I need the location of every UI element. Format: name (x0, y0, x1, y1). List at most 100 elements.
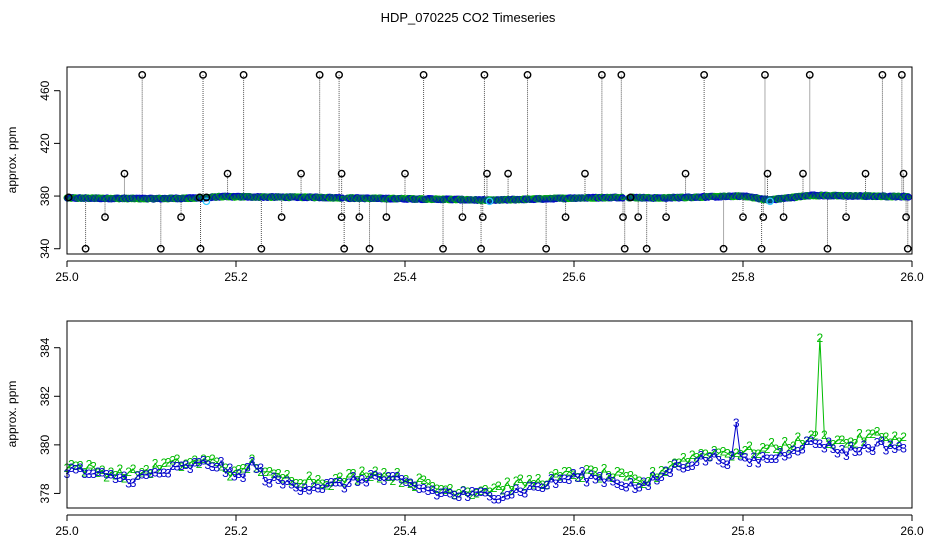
bottom-series-blue-marker: 3 (460, 484, 467, 498)
bottom-series-blue-marker: 3 (843, 449, 850, 463)
bottom-series-blue-marker: 3 (759, 449, 766, 463)
bottom-series-green-marker: 2 (680, 451, 687, 465)
top-x-tick-label: 25.4 (393, 270, 417, 284)
bottom-series-green-marker: 2 (121, 472, 128, 486)
bottom-series-blue-marker: 3 (751, 450, 758, 464)
bottom-series-blue-marker: 3 (592, 473, 599, 487)
bottom-series-blue-marker: 3 (693, 455, 700, 469)
bottom-series-green-marker: 2 (94, 466, 101, 480)
bottom-series-blue-marker: 3 (526, 479, 533, 493)
bottom-series-blue-marker: 3 (469, 484, 476, 498)
bottom-series-blue-marker: 3 (588, 468, 595, 482)
top-outlier-point (355, 213, 364, 222)
top-y-tick-label: 380 (38, 186, 52, 206)
top-x-tick-label: 25.0 (55, 270, 79, 284)
bottom-series-blue-marker: 3 (315, 482, 322, 496)
bottom-series-blue-marker: 3 (218, 455, 225, 469)
bottom-series-blue-marker: 3 (231, 470, 238, 484)
bottom-series-blue-marker: 3 (808, 434, 815, 448)
bottom-series-green-marker: 2 (698, 446, 705, 460)
top-x-tick-label: 25.6 (562, 270, 586, 284)
bottom-series-green-marker: 2 (799, 437, 806, 451)
bottom-data-layer: 2222222222222222222222222222222222222222… (64, 331, 908, 507)
bottom-series-green-marker: 2 (205, 454, 212, 468)
bottom-series-blue-marker: 3 (125, 477, 132, 491)
bottom-series-green-marker: 2 (561, 465, 568, 479)
top-outlier-point (619, 213, 627, 222)
top-outlier-point (861, 169, 870, 178)
bottom-series-blue-marker: 3 (407, 476, 414, 490)
bottom-series-blue-marker: 3 (887, 438, 894, 452)
bottom-series-green-marker: 2 (654, 471, 661, 485)
bottom-series-green-marker: 2 (808, 428, 815, 442)
bottom-series-blue-marker: 3 (156, 466, 163, 480)
bottom-series-green-marker: 2 (596, 472, 603, 486)
bottom-series-blue-marker: 3 (420, 481, 427, 495)
top-outlier-point (597, 71, 606, 79)
bottom-series-green-marker: 2 (165, 456, 172, 470)
bottom-series-green-marker: 2 (249, 452, 256, 466)
bottom-series-blue-marker: 3 (539, 481, 546, 495)
top-outlier-point (337, 213, 346, 222)
bottom-series-green-marker: 2 (103, 470, 110, 484)
bottom-series-blue-marker: 3 (328, 476, 335, 490)
bottom-series-green-marker: 2 (147, 467, 154, 481)
bottom-series-green-marker: 2 (706, 450, 713, 464)
bottom-series-blue-marker: 3 (491, 493, 498, 507)
top-y-axis-label: approx. ppm (5, 127, 19, 194)
top-outlier-point (561, 213, 570, 222)
bottom-series-blue-marker: 3 (227, 461, 234, 475)
top-x-tick-label: 25.8 (731, 270, 755, 284)
bottom-series-green-marker: 2 (891, 429, 898, 443)
bottom-series-blue-marker: 3 (825, 435, 832, 449)
top-outlier-point (759, 213, 768, 222)
bottom-series-blue-marker: 3 (658, 470, 665, 484)
top-outlier-point (419, 71, 428, 79)
bottom-y-axis-label: approx. ppm (5, 381, 19, 448)
bottom-series-blue-marker: 3 (319, 482, 326, 496)
bottom-series-green-marker: 2 (900, 430, 907, 444)
bottom-series-green-marker: 2 (398, 476, 405, 490)
bottom-series-blue-marker: 3 (222, 466, 229, 480)
bottom-series-green-marker: 2 (90, 460, 97, 474)
bottom-series-blue-marker: 3 (90, 467, 97, 481)
bottom-series-green-marker: 2 (728, 449, 735, 463)
bottom-series-green-marker: 2 (227, 469, 234, 483)
bottom-series-blue-marker: 3 (482, 486, 489, 500)
bottom-series-blue-marker: 3 (288, 478, 295, 492)
bottom-series-blue-marker: 3 (570, 466, 577, 480)
bottom-series-green-marker: 2 (605, 469, 612, 483)
bottom-series-blue-marker: 3 (504, 489, 511, 503)
bottom-series-blue-marker: 3 (183, 458, 190, 472)
bottom-series-green-marker: 2 (861, 435, 868, 449)
bottom-series-green-marker: 2 (178, 460, 185, 474)
bottom-series-green-marker: 2 (517, 472, 524, 486)
bottom-series-blue-marker: 3 (332, 476, 339, 490)
bottom-series-blue-marker: 3 (724, 458, 731, 472)
bottom-series-blue-marker: 3 (411, 479, 418, 493)
bottom-series-green-marker: 2 (271, 467, 278, 481)
bottom-series-blue-marker: 3 (438, 486, 445, 500)
bottom-series-green-marker: 2 (768, 436, 775, 450)
bottom-series-blue-marker: 3 (878, 434, 885, 448)
top-outlier-point (581, 169, 589, 178)
bottom-series-blue-marker: 3 (861, 438, 868, 452)
bottom-series-blue-marker: 3 (293, 481, 300, 495)
bottom-series-green-marker: 2 (231, 464, 238, 478)
top-outlier-point (842, 213, 850, 222)
bottom-series-blue-marker: 3 (667, 466, 674, 480)
bottom-series-blue-marker: 3 (486, 489, 493, 503)
bottom-series-blue-marker: 3 (442, 485, 449, 499)
bottom-series-blue-marker: 3 (614, 477, 621, 491)
bottom-y-tick-label: 382 (38, 386, 52, 406)
bottom-series-green-marker: 2 (143, 462, 150, 476)
bottom-series-blue-marker: 3 (900, 442, 907, 456)
bottom-series-green-marker: 2 (257, 465, 264, 479)
bottom-series-blue-marker: 3 (235, 467, 242, 481)
bottom-series-blue-marker: 3 (381, 474, 388, 488)
bottom-series-green-marker: 2 (852, 436, 859, 450)
bottom-series-green-marker: 2 (363, 470, 370, 484)
bottom-series-blue-marker: 3 (376, 470, 383, 484)
bottom-series-blue-marker: 3 (178, 459, 185, 473)
